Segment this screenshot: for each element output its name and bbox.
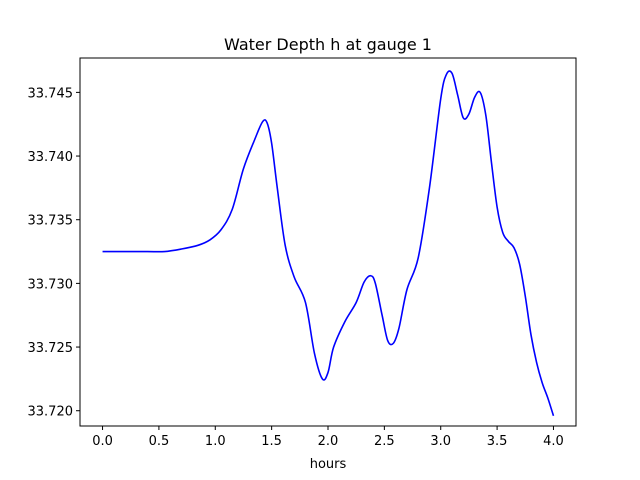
plot-area-frame: [79, 57, 577, 427]
y-tick-label: 33.745: [28, 86, 74, 101]
x-tick-label: 0.0: [92, 434, 113, 449]
series-layer: [102, 70, 555, 417]
x-tick-label: 2.0: [318, 434, 339, 449]
x-tick-label: 0.5: [149, 434, 170, 449]
x-axis-title: hours: [310, 457, 347, 472]
x-tick-label: 1.0: [205, 434, 226, 449]
chart-title: Water Depth h at gauge 1: [224, 35, 432, 54]
y-tick-label: 33.730: [28, 277, 74, 292]
y-tick-label: 33.740: [28, 150, 74, 165]
x-tick-label: 3.0: [430, 434, 451, 449]
y-tick-label: 33.725: [28, 341, 74, 356]
x-tick-label: 4.0: [543, 434, 564, 449]
x-tick-label: 1.5: [261, 434, 282, 449]
x-tick-label: 3.5: [487, 434, 508, 449]
x-tick-label: 2.5: [374, 434, 395, 449]
y-tick-label: 33.720: [28, 405, 74, 420]
ticks-layer: 0.0 0.5 1.0 1.5 2.0 2.5 3.0 3.5 4.0 33.720 33.725 3…: [28, 86, 564, 449]
series-line: [102, 70, 555, 417]
y-tick-label: 33.735: [28, 214, 74, 229]
